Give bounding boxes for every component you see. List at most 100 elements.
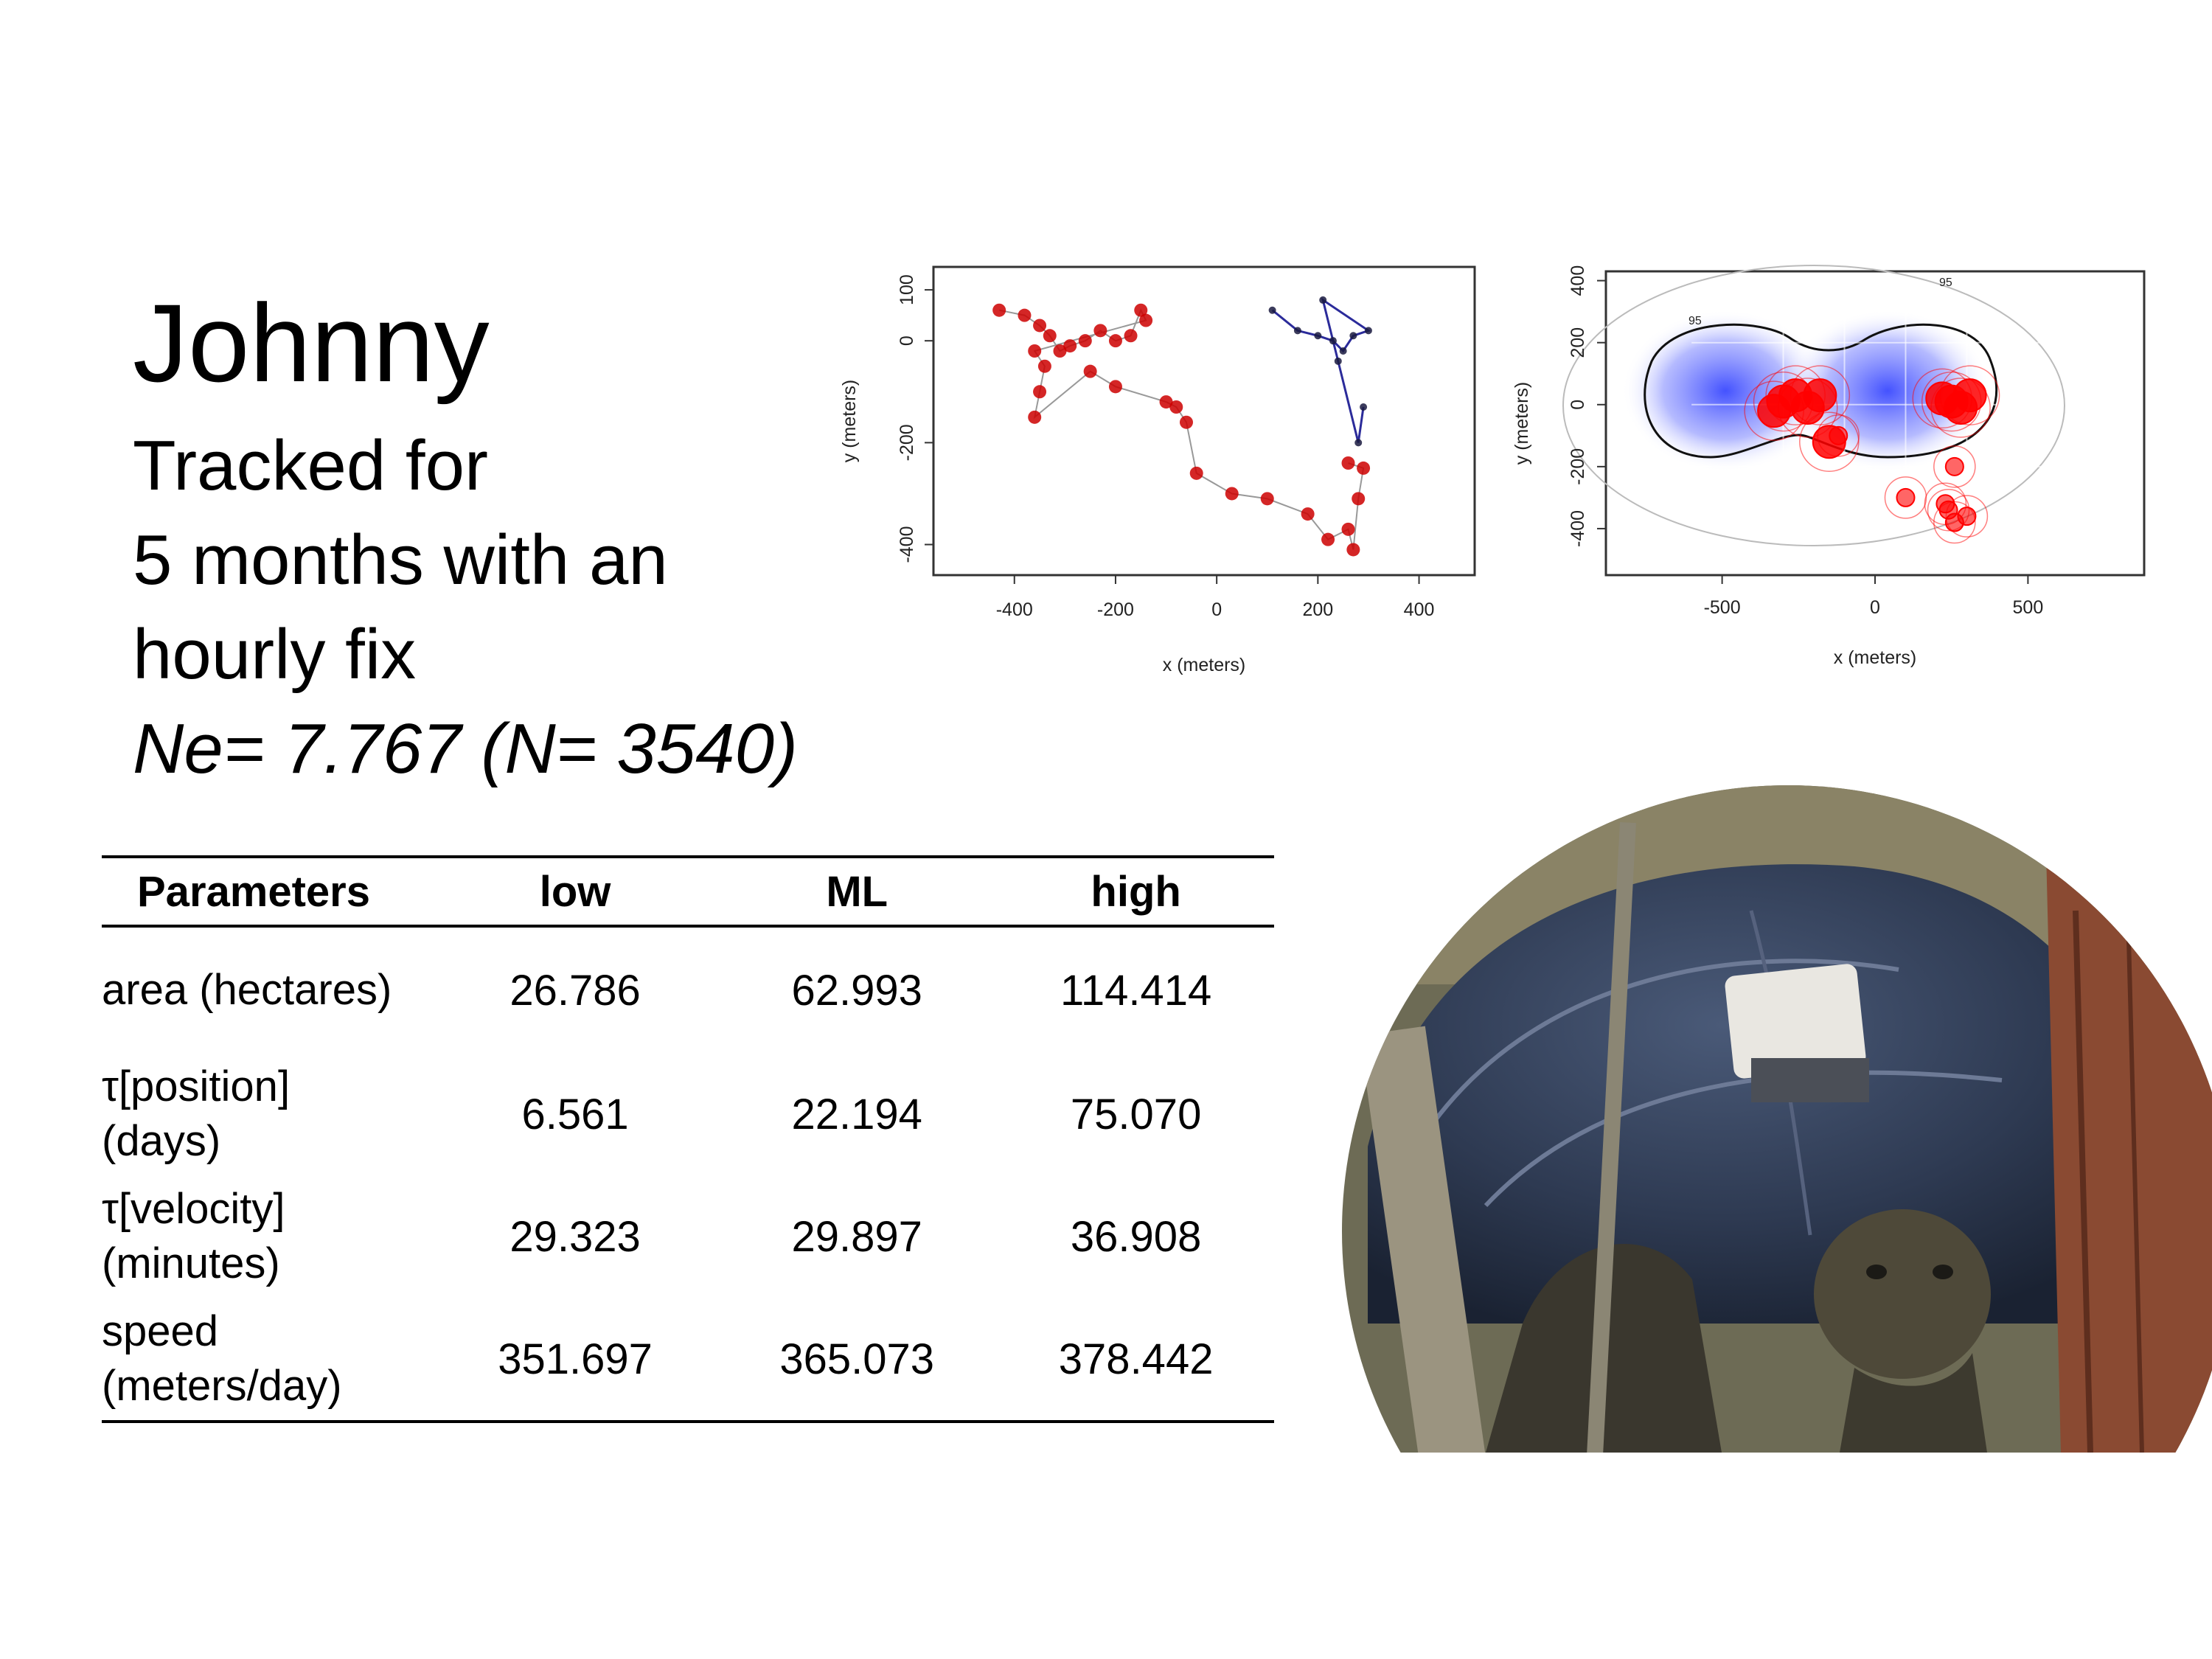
param-name: τ[position] (days) (102, 1062, 291, 1165)
data-point (1108, 334, 1122, 348)
error-circle (1884, 476, 1927, 519)
x-tick-label: 200 (1302, 599, 1333, 620)
data-point (1757, 394, 1792, 428)
data-point (1319, 296, 1327, 304)
data-point (1018, 308, 1032, 322)
table-row: τ[velocity] (minutes) 29.323 29.897 36.90… (102, 1175, 1274, 1298)
value-ml: 22.194 (791, 1090, 922, 1138)
data-point (1033, 319, 1047, 333)
y-tick-label: 400 (1568, 265, 1588, 296)
data-point (1357, 461, 1371, 475)
data-point (1334, 357, 1342, 365)
x-tick-label: -400 (996, 599, 1033, 620)
data-point (1189, 466, 1203, 480)
data-point (1108, 380, 1122, 394)
data-point (1341, 522, 1355, 536)
param-name: speed (meters/day) (102, 1307, 342, 1410)
data-point (1268, 306, 1276, 314)
data-point (1083, 364, 1097, 378)
data-point (1043, 329, 1057, 343)
data-point (1329, 337, 1337, 345)
y-tick-label: 100 (897, 274, 917, 305)
data-point (1134, 303, 1148, 317)
contour-label: 95 (1939, 276, 1952, 289)
x-tick-label: 0 (1211, 599, 1222, 620)
data-point (1053, 344, 1067, 358)
contour-label: 95 (1688, 315, 1702, 327)
error-circle (1933, 445, 1976, 488)
value-ml: 62.993 (791, 966, 922, 1015)
value-low: 26.786 (509, 966, 641, 1015)
data-point (992, 303, 1006, 317)
data-point (1352, 492, 1366, 506)
tracking-line-3: hourly fix (133, 615, 417, 694)
table-row: τ[position] (days) 6.561 22.194 75.070 (102, 1053, 1274, 1175)
data-point (1360, 403, 1368, 411)
data-point (1037, 359, 1051, 373)
tracking-line-2: 5 months with an (133, 521, 668, 599)
x-tick-label: 0 (1870, 597, 1880, 618)
y-axis-label: y (meters) (839, 380, 860, 463)
tortoise-photo (1338, 763, 2212, 1453)
error-circle (1924, 482, 1967, 526)
x-axis-label: x (meters) (1163, 655, 1246, 675)
x-tick-label: -200 (1097, 599, 1134, 620)
data-point (1364, 327, 1372, 335)
header-high: high (1091, 867, 1181, 916)
y-tick-label: -200 (1568, 448, 1588, 485)
y-tick-label: 0 (1568, 400, 1588, 410)
param-name: τ[velocity] (minutes) (102, 1185, 285, 1287)
data-point (1159, 395, 1173, 409)
data-point (1952, 378, 1987, 413)
x-tick-label: 500 (2013, 597, 2044, 618)
data-point (1093, 324, 1107, 338)
x-tick-label: -500 (1704, 597, 1741, 618)
data-point (1301, 507, 1315, 521)
value-ml: 29.897 (791, 1212, 922, 1261)
header-ml: ML (826, 867, 888, 916)
data-point (1896, 487, 1916, 507)
y-tick-label: -400 (897, 526, 917, 563)
data-point (1829, 425, 1848, 445)
x-axis-label: x (meters) (1834, 647, 1917, 668)
error-circle (1799, 411, 1860, 472)
header-parameters: Parameters (137, 867, 370, 916)
param-name: area (hectares) (102, 966, 392, 1014)
value-high: 114.414 (1060, 966, 1212, 1015)
data-point (1293, 327, 1301, 335)
value-ml: 365.073 (779, 1335, 935, 1383)
data-point (1225, 487, 1239, 501)
data-point (1078, 334, 1092, 348)
data-point (1033, 385, 1047, 399)
y-tick-label: -200 (897, 424, 917, 461)
data-point (1179, 415, 1193, 429)
data-point (1803, 378, 1837, 413)
tracking-line-1: Tracked for (133, 426, 488, 505)
data-point (1028, 344, 1042, 358)
x-tick-label: 400 (1404, 599, 1435, 620)
data-point (1321, 532, 1335, 546)
title-block: Johnny Tracked for 5 months with an hour… (133, 288, 798, 796)
data-point (1341, 456, 1355, 470)
y-tick-label: 200 (1568, 327, 1588, 358)
data-point (1346, 543, 1360, 557)
table-row: speed (meters/day) 351.697 365.073 378.44… (102, 1298, 1274, 1422)
data-point (1063, 339, 1077, 353)
data-point (1169, 400, 1183, 414)
animal-name: Johnny (133, 281, 490, 405)
value-low: 6.561 (521, 1090, 629, 1138)
range-density-plot: -500 0 500 400 200 0 -200 -400 95 95 x (meters… (1512, 265, 2146, 668)
data-point (1349, 332, 1357, 340)
table-header-row: Parameters low ML high (102, 857, 1274, 926)
value-low: 29.323 (509, 1212, 641, 1261)
data-point (1944, 456, 1964, 476)
value-high: 36.908 (1070, 1212, 1202, 1261)
data-point (1935, 494, 1955, 514)
data-point (1124, 329, 1138, 343)
value-high: 75.070 (1070, 1090, 1202, 1138)
error-circle (1817, 414, 1860, 457)
error-circle (1939, 365, 2000, 425)
y-axis-label: y (meters) (1512, 382, 1532, 465)
table-row: area (hectares) 26.786 62.993 114.414 (102, 926, 1274, 1053)
data-point (1354, 439, 1363, 447)
